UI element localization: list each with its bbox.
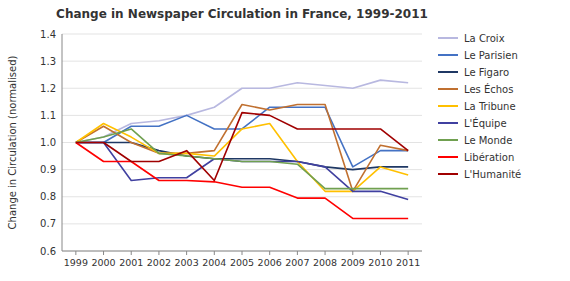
- legend-swatch: [438, 156, 458, 158]
- y-tick-label: 0.7: [40, 218, 56, 229]
- x-tick-label: 2007: [285, 257, 309, 268]
- legend-label: L'Équipe: [464, 117, 507, 129]
- x-tick: [214, 251, 215, 255]
- legend-swatch: [438, 139, 458, 141]
- x-tick: [269, 251, 270, 255]
- x-tick: [408, 251, 409, 255]
- y-axis: 0.6 0.7 0.8 0.9 1.0 1.1 1.2 1.3 1.4: [40, 29, 62, 257]
- series-line: [76, 105, 408, 192]
- x-tick-label: 2011: [396, 257, 420, 268]
- x-tick-label: 2010: [368, 257, 392, 268]
- y-tick-label: 1.4: [40, 29, 56, 40]
- y-axis-line: [62, 34, 63, 251]
- x-axis: 1999200020012002200320042005200620072008…: [62, 251, 422, 268]
- grid-line: [62, 169, 422, 170]
- grid-line: [62, 115, 422, 116]
- series-lines: [76, 80, 408, 218]
- legend-label: Le Parisien: [464, 50, 518, 61]
- x-tick-label: 2001: [119, 257, 143, 268]
- y-tick-label: 1.0: [40, 137, 56, 148]
- chart-title: Change in Newspaper Circulation in Franc…: [56, 7, 428, 21]
- x-tick-label: 2008: [313, 257, 337, 268]
- legend-swatch: [438, 88, 458, 90]
- x-tick: [186, 251, 187, 255]
- legend-label: La Croix: [464, 33, 505, 44]
- x-tick: [158, 251, 159, 255]
- series-line: [76, 113, 408, 181]
- series-line: [76, 143, 408, 200]
- x-tick-label: 2006: [258, 257, 282, 268]
- legend-label: Libération: [464, 152, 514, 163]
- x-tick-label: 2000: [91, 257, 115, 268]
- grid-line: [62, 61, 422, 62]
- chart-svg: 0.6 0.7 0.8 0.9 1.0 1.1 1.2 1.3 1.4 19992000 2001 2…: [0, 0, 570, 281]
- legend-swatch: [438, 105, 458, 107]
- y-grid: [62, 34, 422, 251]
- x-tick-label: 2004: [202, 257, 226, 268]
- y-tick-label: 0.8: [40, 191, 56, 202]
- legend-label: L'Humanité: [464, 169, 521, 180]
- y-tick-label: 1.3: [40, 56, 56, 67]
- legend: La Croix Le Parisien Le Figaro Les Échos La …: [438, 33, 521, 180]
- x-tick: [242, 251, 243, 255]
- x-tick: [131, 251, 132, 255]
- x-tick-label: 2009: [341, 257, 365, 268]
- x-tick: [352, 251, 353, 255]
- grid-line: [62, 196, 422, 197]
- x-tick: [103, 251, 104, 255]
- x-tick-label: 2005: [230, 257, 254, 268]
- legend-swatch: [438, 71, 458, 73]
- y-tick-label: 1.2: [40, 83, 56, 94]
- series-line: [76, 80, 408, 142]
- legend-label: Le Monde: [464, 135, 512, 146]
- y-tick-label: 0.9: [40, 164, 56, 175]
- legend-swatch: [438, 173, 458, 175]
- legend-label: La Tribune: [464, 101, 516, 112]
- x-tick: [297, 251, 298, 255]
- legend-swatch: [438, 54, 458, 56]
- legend-swatch: [438, 122, 458, 124]
- y-tick-label: 1.1: [40, 110, 56, 121]
- y-axis-label: Change in Circulation (normalised): [7, 55, 18, 229]
- grid-line: [62, 34, 422, 35]
- legend-label: Les Échos: [464, 83, 513, 95]
- series-line: [76, 143, 408, 219]
- x-tick-label: 2003: [175, 257, 199, 268]
- series-line: [76, 143, 408, 170]
- series-line: [76, 129, 408, 189]
- x-tick-label: 2002: [147, 257, 171, 268]
- x-tick-label: 1999: [64, 257, 88, 268]
- x-tick: [75, 251, 76, 255]
- legend-label: Le Figaro: [464, 67, 509, 78]
- grid-line: [62, 223, 422, 224]
- x-tick: [380, 251, 381, 255]
- legend-swatch: [438, 37, 458, 39]
- chart-container: 0.6 0.7 0.8 0.9 1.0 1.1 1.2 1.3 1.4 19992000 2001 2…: [0, 0, 570, 281]
- x-tick: [325, 251, 326, 255]
- y-tick-label: 0.6: [40, 246, 56, 257]
